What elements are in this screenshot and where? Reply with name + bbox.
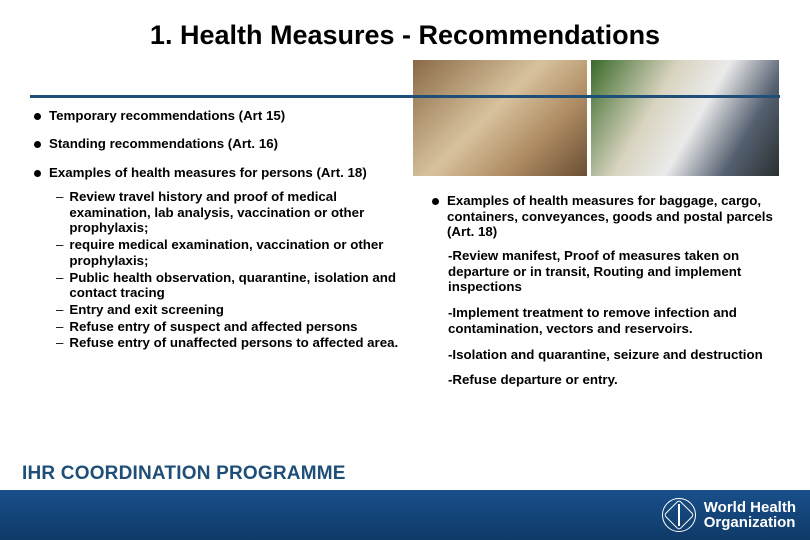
who-logo-text: World Health Organization [704, 500, 796, 530]
bullet-label: Temporary recommendations (Art 15) [49, 108, 285, 124]
who-emblem-icon [662, 498, 696, 532]
sub-item: –Public health observation, quarantine, … [56, 270, 419, 301]
hyphen-item: -Review manifest, Proof of measures take… [448, 248, 784, 295]
right-column: Examples of health measures for baggage,… [432, 193, 784, 398]
sub-label: Public health observation, quarantine, i… [69, 270, 419, 301]
who-line2: Organization [704, 515, 796, 530]
title-divider [30, 95, 780, 98]
who-logo: World Health Organization [662, 498, 796, 532]
dash-icon: – [56, 237, 63, 268]
photo-1 [413, 60, 587, 176]
footer-bar: World Health Organization [0, 490, 810, 540]
sub-item: –Refuse entry of unaffected persons to a… [56, 335, 419, 351]
hyphen-item: -Refuse departure or entry. [448, 372, 784, 388]
bullet-dot-icon [34, 141, 41, 148]
sub-item: –Refuse entry of suspect and affected pe… [56, 319, 419, 335]
left-column: Temporary recommendations (Art 15) Standi… [34, 108, 419, 352]
photo-1-image [413, 60, 587, 176]
bullet-label: Standing recommendations (Art. 16) [49, 136, 278, 152]
dash-icon: – [56, 270, 63, 301]
sub-list: –Review travel history and proof of medi… [34, 189, 419, 351]
sub-label: Refuse entry of unaffected persons to af… [69, 335, 398, 351]
sub-label: Review travel history and proof of medic… [69, 189, 419, 236]
hyphen-label: -Implement treatment to remove infection… [448, 305, 737, 336]
slide-title: 1. Health Measures - Recommendations [0, 20, 810, 51]
sub-item: –require medical examination, vaccinatio… [56, 237, 419, 268]
dash-icon: – [56, 189, 63, 236]
bullet-item: Standing recommendations (Art. 16) [34, 136, 419, 152]
bullet-label: Examples of health measures for baggage,… [447, 193, 784, 240]
sub-label: Refuse entry of suspect and affected per… [69, 319, 357, 335]
bullet-dot-icon [432, 198, 439, 205]
bullet-dot-icon [34, 170, 41, 177]
slide: { "title": { "text": "1. Health Measures… [0, 0, 810, 540]
bullet-item: Temporary recommendations (Art 15) [34, 108, 419, 124]
hyphen-label: -Isolation and quarantine, seizure and d… [448, 347, 763, 362]
bullet-item: Examples of health measures for baggage,… [432, 193, 784, 240]
dash-icon: – [56, 319, 63, 335]
sub-label: require medical examination, vaccination… [69, 237, 419, 268]
dash-icon: – [56, 335, 63, 351]
bullet-dot-icon [34, 113, 41, 120]
footer-programme: IHR COORDINATION PROGRAMME [22, 463, 346, 485]
dash-icon: – [56, 302, 63, 318]
hyphen-list: -Review manifest, Proof of measures take… [432, 248, 784, 388]
bullet-label: Examples of health measures for persons … [49, 165, 367, 181]
photo-2 [591, 60, 779, 176]
hyphen-label: -Review manifest, Proof of measures take… [448, 248, 741, 294]
sub-label: Entry and exit screening [69, 302, 223, 318]
bullet-item: Examples of health measures for persons … [34, 165, 419, 181]
hyphen-item: -Implement treatment to remove infection… [448, 305, 784, 336]
photo-2-image [591, 60, 779, 176]
hyphen-label: -Refuse departure or entry. [448, 372, 618, 387]
sub-item: –Review travel history and proof of medi… [56, 189, 419, 236]
sub-item: –Entry and exit screening [56, 302, 419, 318]
who-line1: World Health [704, 500, 796, 515]
hyphen-item: -Isolation and quarantine, seizure and d… [448, 347, 784, 363]
